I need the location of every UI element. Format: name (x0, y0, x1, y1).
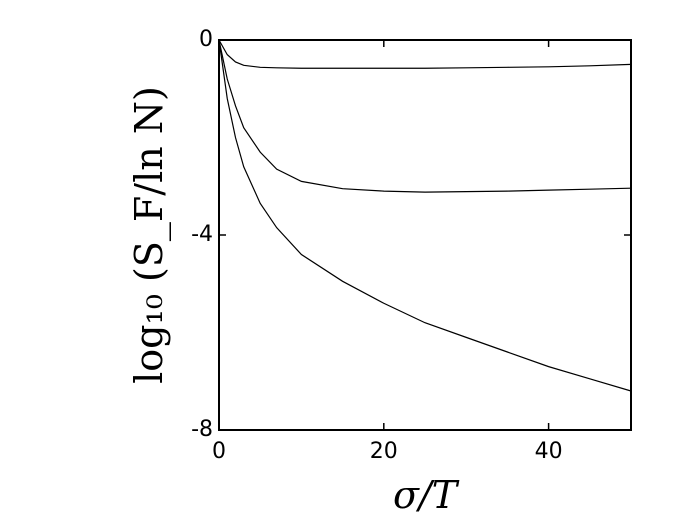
series-line (218, 39, 632, 69)
x-tick-label: 40 (535, 439, 563, 464)
y-tick-label: 0 (199, 27, 213, 52)
x-axis-label: σ/T (393, 473, 460, 517)
y-tick-label: -8 (191, 417, 213, 442)
series-line (218, 39, 632, 392)
y-tick-label: -4 (191, 222, 213, 247)
y-axis-label: log₁₀ (S_F/ln N) (127, 86, 172, 384)
series-line (218, 39, 632, 193)
x-tick-label: 0 (212, 439, 226, 464)
plot-frame (218, 39, 632, 431)
x-tick-label: 20 (370, 439, 398, 464)
